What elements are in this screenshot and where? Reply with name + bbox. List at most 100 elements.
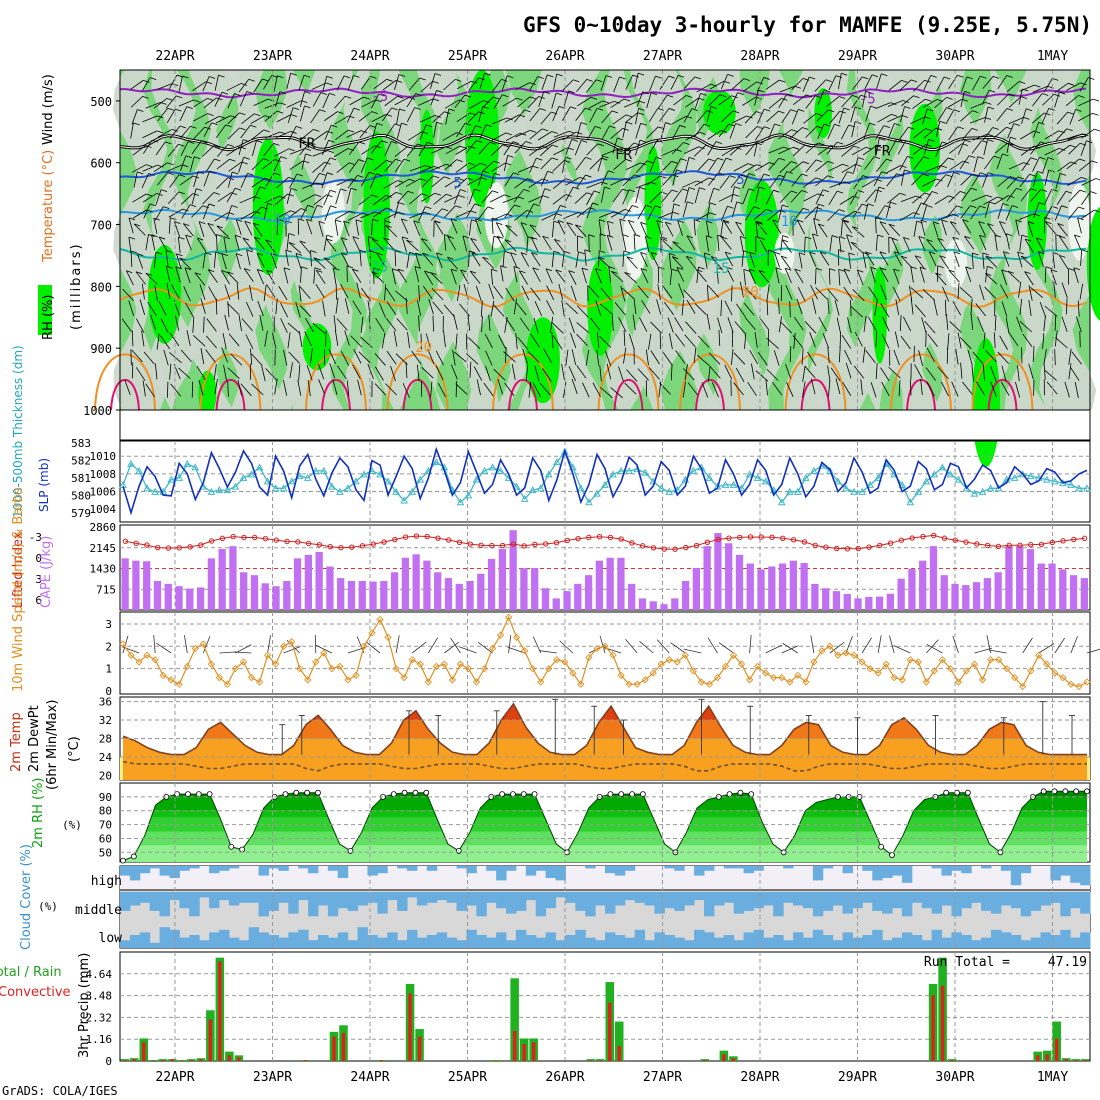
cloud-low-bar — [595, 940, 606, 948]
wind-barb — [178, 367, 191, 379]
wind-barb-flag — [758, 89, 765, 93]
cloud-low-bar — [407, 929, 418, 948]
cape-bar — [972, 582, 981, 610]
cloud-middle-bar — [367, 892, 378, 903]
rh-point — [878, 843, 885, 850]
wind-barb-flag — [564, 251, 571, 254]
wind-barb — [649, 75, 656, 92]
wind-barb-flag — [470, 270, 477, 274]
wind-barb — [336, 162, 350, 173]
wind-barb — [949, 160, 964, 171]
wind-barb — [807, 351, 817, 366]
precip-conv-bar — [189, 1060, 194, 1061]
wind-barb-flag — [157, 164, 164, 168]
wind-barb-flag — [778, 110, 785, 114]
wind-barb-flag — [421, 238, 428, 241]
wind-barb — [371, 219, 373, 236]
wind-barb — [887, 115, 903, 123]
cloud-high-bar — [337, 866, 349, 878]
wind-barb — [443, 304, 455, 318]
wind-barb-flag — [599, 250, 606, 254]
wind-barb — [971, 194, 987, 202]
wind-barb-flag — [869, 122, 876, 126]
rh-moist-zone — [419, 109, 434, 204]
cloud-middle-bar — [743, 892, 754, 911]
wind-barb-flag — [373, 267, 380, 271]
wind-barb-flag — [925, 128, 932, 131]
wind-barb-flag — [930, 75, 937, 78]
wind-barb — [786, 382, 794, 397]
wind-barb — [227, 171, 233, 188]
wind-barb — [781, 239, 792, 253]
rh-moist-zone — [971, 338, 1001, 467]
wind-barb — [145, 102, 161, 109]
wind-barb — [541, 74, 548, 91]
wind-barb — [865, 189, 877, 203]
wind-barb — [1043, 206, 1053, 221]
contour-minus5 — [120, 87, 1087, 99]
wind-barb-flag — [977, 156, 984, 160]
wind-barb-flag — [419, 77, 426, 81]
wind-barb — [926, 239, 938, 253]
run-total-value: 47.19 — [1048, 955, 1087, 970]
wind-barb — [716, 267, 719, 284]
wind-barb — [574, 192, 587, 204]
wind-barb-flag — [505, 239, 512, 243]
wind-barb-flag — [941, 141, 949, 145]
cloud-low-bar — [783, 940, 794, 948]
wind-barb — [650, 321, 662, 334]
wind-barb — [1018, 281, 1022, 298]
wind-barb-flag — [542, 145, 549, 149]
wind-barb-flag — [314, 194, 322, 197]
wind-barb-flag — [625, 158, 632, 162]
wind-barb — [304, 331, 312, 347]
wind-barb — [845, 362, 852, 379]
wind-barb — [550, 316, 554, 333]
wind-barb — [442, 132, 457, 141]
wind-barb-flag — [519, 270, 526, 274]
wind-barb — [1021, 108, 1027, 125]
wind-barb-flag — [444, 111, 451, 115]
wind-barb-flag — [660, 236, 668, 240]
wind-barb-flag — [436, 121, 443, 125]
wind-barb — [743, 302, 755, 316]
wind-barb — [955, 348, 959, 365]
wind-barb — [839, 332, 842, 349]
wind-barb — [511, 364, 516, 380]
wind-barb-flag — [460, 269, 467, 273]
wind-barb-flag — [558, 105, 566, 109]
wind-barb — [275, 193, 288, 205]
wind-barb — [888, 223, 901, 237]
wind-barb — [275, 298, 278, 315]
wind-barb — [216, 177, 229, 190]
wind-barb — [694, 93, 701, 109]
wind-barb-flag — [908, 126, 915, 130]
cloud-high-bar — [139, 866, 151, 874]
cloud-low-bar — [486, 937, 497, 948]
wind-barb — [341, 237, 348, 253]
wind-barb-flag — [218, 115, 226, 119]
wind-barb-flag — [386, 78, 393, 82]
wind-barb — [633, 234, 636, 251]
wind-barb — [214, 75, 219, 91]
wind-barb-flag — [176, 95, 183, 99]
wind-barb — [635, 139, 641, 156]
wind-barb-flag — [617, 137, 624, 141]
wind-barb — [409, 165, 426, 172]
precip-conv-bar — [208, 1019, 213, 1061]
wind-barb — [420, 80, 433, 93]
wind-barb — [649, 156, 657, 173]
cloud-low-bar — [1040, 932, 1051, 948]
wind-barb — [246, 249, 251, 266]
rh-dry-zone — [554, 70, 606, 410]
wind-barb-flag — [646, 160, 654, 164]
rh-moist-zone — [302, 323, 332, 371]
wind-barb — [352, 300, 362, 315]
wind-speed-point — [842, 649, 850, 657]
cape-bar — [875, 596, 884, 610]
wind-barb — [531, 252, 541, 267]
wind-barb — [836, 317, 841, 334]
wind-barb — [618, 366, 624, 382]
wind-barb — [635, 160, 648, 173]
wind-barb-flag — [358, 141, 366, 145]
